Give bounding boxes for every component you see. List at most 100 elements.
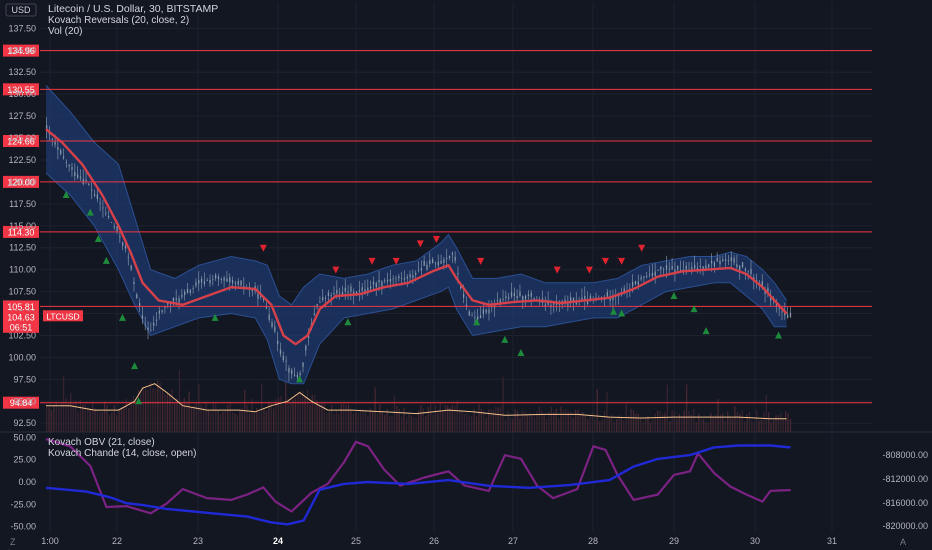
auto-scale-button-left[interactable]: Z [10,537,16,547]
volume-bar [434,405,437,432]
candle-body [99,203,101,205]
volume-bar [246,404,248,432]
candle-body [184,291,186,295]
volume-bar [427,406,429,432]
indicator-chande[interactable]: Kovach Chande (14, close, open) [48,448,197,459]
volume-bar [420,405,422,432]
candle-body [350,286,352,292]
candle-body [434,262,437,264]
candle-body [651,272,654,276]
volume-bar [560,406,562,432]
volume-bar [630,409,632,432]
candle-body [389,279,392,282]
candle-body [646,276,648,278]
volume-bar [234,413,236,432]
candle-body [91,189,93,191]
candle-body [665,265,668,270]
volume-bar [227,404,229,432]
candle-body [725,259,727,261]
candle-body [330,295,332,297]
indicator-volume[interactable]: Vol (20) [48,26,83,37]
y-tick-label: 125.00 [8,133,36,143]
x-tick-label: 30 [750,536,760,546]
volume-bar [656,410,659,432]
candle-body [733,257,735,263]
volume-bar [628,416,630,432]
x-tick-label: 25 [351,536,361,546]
candle-body [62,156,65,159]
candle-body [431,259,434,264]
volume-bar [410,415,412,432]
up-marker [775,331,783,339]
volume-bar [543,414,545,432]
lower-pane[interactable] [45,438,791,526]
candle-body [51,138,53,140]
candle-body [144,324,146,326]
volume-bar [702,419,705,432]
volume-bar [186,402,188,432]
candle-body [488,309,490,314]
volume-bar [350,409,352,432]
up-marker [131,362,139,370]
volume-bar [415,417,417,432]
candle-body [138,302,141,307]
volume-bar [637,413,639,432]
symbol-title[interactable]: Litecoin / U.S. Dollar, 30, BITSTAMP [48,3,219,15]
candle-body [240,280,242,286]
candle-body [789,312,792,318]
candle-body [375,283,377,288]
currency-badge[interactable] [5,3,37,17]
candle-body [347,291,349,293]
candle-body [164,307,166,308]
candle-body [322,297,324,301]
volume-bar [369,408,371,432]
volume-bar [91,401,94,432]
volume-bar [497,407,499,432]
volume-bar [705,422,707,432]
volume-bar [690,414,693,432]
candle-body [654,271,656,276]
indicator-reversals[interactable]: Kovach Reversals (20, close, 2) [48,15,190,26]
volume-bar [62,376,65,432]
volume-bar [364,409,367,432]
volume-bar [152,388,154,432]
volume-bar [292,399,294,432]
volume-bar [458,409,461,432]
volume-bar [120,407,123,432]
candle-body [127,257,130,258]
level-label: 94.84 [10,398,33,408]
candle-body [181,294,183,297]
candle-body [344,287,346,292]
volume-bar [328,411,330,432]
countdown-label: 06:51 [10,322,33,332]
indicator-obv[interactable]: Kovach OBV (21, close) [48,437,155,448]
candle-body [696,267,699,270]
down-marker [585,266,593,274]
candle-body [713,262,716,267]
volume-bar [70,392,72,432]
volume-bar [451,405,454,432]
volume-bars [46,370,792,432]
candle-body [102,207,104,209]
x-tick-label: 31 [827,536,837,546]
volume-bar [644,418,647,432]
y-tick-label: 130.00 [8,89,36,99]
auto-scale-button-right[interactable]: A [900,537,906,547]
candle-body [761,281,763,287]
candle-body [60,149,62,155]
level-label-bg [3,135,39,148]
volume-bar [391,416,393,432]
volume-bar [620,417,623,432]
volume-bar [46,404,48,432]
candle-body [446,257,448,259]
volume-bar [724,420,726,432]
currency-label: USD [11,5,31,15]
y-tick-label: 137.50 [8,23,36,33]
y-tick-label: 100.00 [8,352,36,362]
volume-bar [333,414,335,432]
down-marker [259,244,267,252]
candle-body [271,322,273,327]
candle-body [454,256,456,261]
volume-bar [53,405,55,432]
